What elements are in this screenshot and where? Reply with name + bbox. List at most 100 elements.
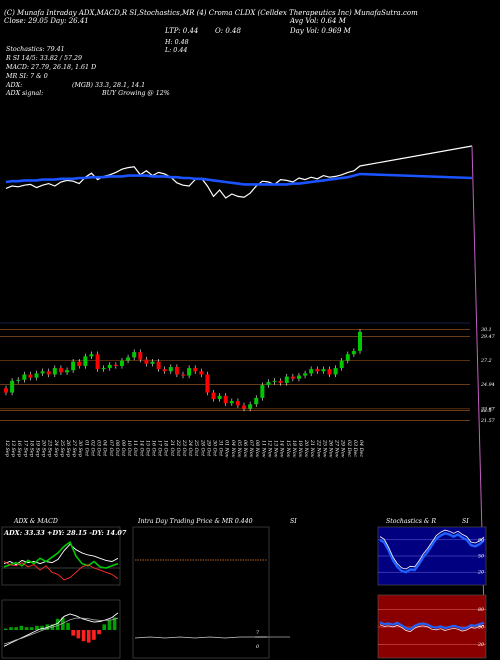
date-tick-label: 25 Oct — [193, 439, 199, 456]
date-tick-label: 15 Nov — [285, 440, 291, 458]
candle-body — [119, 360, 124, 366]
header-high: H: 0.48 — [164, 39, 189, 46]
candle-body — [40, 371, 45, 374]
candle-body — [150, 361, 155, 364]
macd-hist-bar — [86, 630, 91, 643]
macd-hist-bar — [14, 627, 18, 630]
candle-body — [77, 361, 82, 366]
intraday-panel — [132, 526, 270, 659]
stoch-tick-label: 50 — [478, 554, 484, 560]
macd-hist-bar — [107, 620, 112, 630]
date-tick-label: 27 Nov — [334, 439, 340, 458]
macd-hist-bar — [112, 617, 117, 630]
candle-body — [358, 331, 362, 352]
date-tick-label: 07 Nov — [248, 440, 254, 458]
moving-average-line — [5, 172, 473, 186]
stoch-d-line — [379, 529, 485, 570]
candle-body — [126, 357, 131, 361]
price-tick-label: 29.47 — [480, 334, 496, 340]
date-tick-label: 21 Nov — [309, 439, 315, 458]
header-open: O: 0.48 — [215, 27, 241, 35]
candle-body — [278, 380, 283, 383]
candle-body — [58, 368, 63, 373]
macd-hist-bar — [92, 630, 96, 640]
candle-body — [174, 367, 179, 375]
candle-body — [290, 376, 295, 379]
candle-body — [248, 404, 253, 409]
price-tick-label: 30.1 — [481, 327, 492, 333]
adx-values: (MGB) 33.3, 28.1, 14.1 — [72, 82, 145, 89]
date-tick-label: 25 Nov — [321, 439, 327, 458]
macd-hist-bar — [55, 618, 60, 630]
price-grid — [0, 322, 470, 421]
candle-body — [46, 371, 51, 375]
candle-body — [187, 368, 192, 376]
candle-body — [95, 354, 100, 370]
candle-body — [132, 352, 137, 358]
macd-hist-bar — [71, 630, 75, 636]
rsi-signal-line — [379, 624, 485, 632]
candle-body — [89, 354, 94, 357]
date-tick-label: 03 Dec — [352, 440, 358, 457]
candle-body — [181, 374, 185, 376]
macd-hist-bar — [102, 624, 107, 630]
date-tick-label: 07 Oct — [108, 440, 114, 456]
candle-body — [162, 369, 167, 372]
candle-body — [260, 385, 265, 398]
macd-hist-bar — [9, 627, 13, 630]
date-tick-label: 04 Oct — [102, 440, 108, 456]
candle-body — [156, 361, 161, 370]
macd-hist-bar — [76, 630, 81, 639]
candle-body — [168, 367, 173, 372]
date-tick-label: 15 Oct — [144, 440, 150, 456]
macd-hist-bar — [81, 630, 86, 642]
price-tick-label: 22.67 — [480, 406, 496, 412]
candle-body — [327, 369, 332, 375]
minus-di-line — [3, 561, 119, 581]
macd-hist-bar — [19, 625, 24, 630]
date-tick-label: 11 Oct — [132, 440, 138, 456]
date-tick-label: 24 Sep — [53, 439, 59, 457]
candle-body — [138, 352, 143, 360]
date-tick-label: 22 Oct — [175, 439, 181, 456]
adx-signal-label: ADX signal: — [5, 90, 43, 97]
stoch-tick-label: 80 — [478, 537, 484, 543]
header-avg-vol: Avg Vol: 0.64 M — [289, 17, 347, 25]
date-tick-label: 18 Oct — [163, 440, 169, 456]
date-tick-label: 04 Dec — [358, 440, 364, 457]
candle-body — [205, 374, 210, 393]
price-tick-label: 24.94 — [480, 382, 495, 388]
date-tick-label: 08 Nov — [254, 440, 260, 458]
candle-body — [71, 361, 76, 371]
macd-hist-bar — [35, 625, 39, 630]
date-tick-label: 21 Oct — [169, 439, 175, 456]
date-tick-label: 19 Nov — [297, 440, 303, 458]
adx-signal: BUY Growing @ 12% — [101, 90, 170, 97]
candle-body — [217, 395, 222, 399]
adx-panel — [1, 526, 121, 586]
date-tick-label: 12 Sep — [4, 440, 10, 457]
date-tick-label: 26 Nov — [327, 439, 333, 458]
date-tick-label: 23 Oct — [181, 439, 187, 456]
candle-body — [144, 359, 149, 364]
candle-body — [52, 368, 57, 375]
date-tick-label: 20 Sep — [41, 439, 47, 457]
macd-hist-bar — [66, 623, 70, 630]
candle-body — [10, 380, 15, 393]
stoch-lines — [378, 529, 486, 574]
macd-hist-bar — [40, 625, 44, 630]
macd-value: MACD: 27.79, 26.18, 1.61 D — [5, 64, 96, 71]
date-tick-label: 05 Nov — [236, 440, 242, 458]
date-tick-label: 24 Oct — [187, 439, 193, 456]
date-tick-label: 08 Oct — [114, 440, 120, 456]
macd-hist-bar — [24, 627, 29, 630]
candle-body — [113, 364, 118, 366]
candle-body — [101, 368, 106, 370]
header-day-vol: Day Vol: 0.969 M — [289, 27, 352, 35]
candle-body — [351, 351, 356, 355]
stoch-panel-si: SI — [462, 518, 469, 525]
candle-body — [235, 401, 240, 406]
close-price-line — [5, 145, 473, 199]
macd-hist-bar — [97, 630, 101, 635]
date-tick-label: 26 Sep — [65, 439, 71, 457]
